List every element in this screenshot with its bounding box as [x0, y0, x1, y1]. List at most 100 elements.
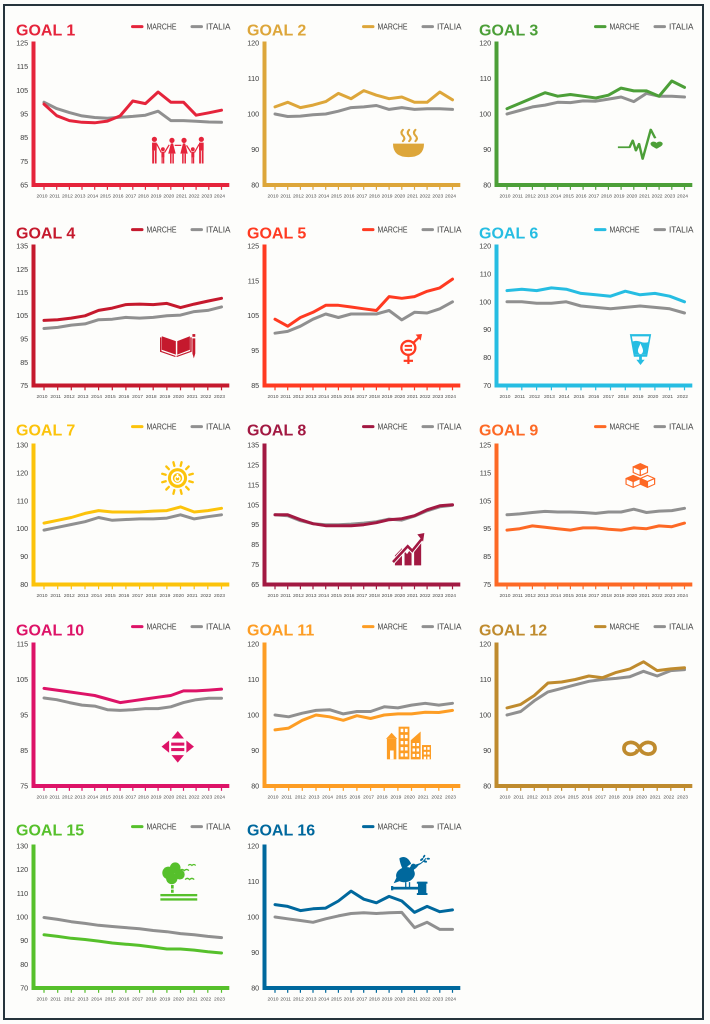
svg-text:85: 85	[483, 552, 491, 561]
svg-text:2015: 2015	[105, 997, 116, 1003]
svg-text:2024: 2024	[445, 394, 456, 400]
svg-text:2021: 2021	[187, 394, 198, 400]
svg-text:2014: 2014	[91, 394, 102, 400]
svg-text:2021: 2021	[407, 593, 418, 599]
svg-text:95: 95	[483, 524, 491, 533]
svg-text:2019: 2019	[151, 194, 162, 200]
svg-text:2012: 2012	[293, 394, 304, 400]
svg-text:2019: 2019	[633, 394, 644, 400]
svg-text:2015: 2015	[331, 593, 342, 599]
svg-text:2011: 2011	[513, 795, 524, 801]
svg-text:2017: 2017	[356, 593, 367, 599]
svg-text:2015: 2015	[105, 394, 116, 400]
svg-text:2022: 2022	[420, 997, 431, 1003]
svg-text:2018: 2018	[369, 593, 380, 599]
svg-text:2013: 2013	[306, 394, 317, 400]
svg-text:80: 80	[251, 181, 259, 190]
svg-text:2019: 2019	[159, 593, 170, 599]
svg-text:2023: 2023	[432, 194, 443, 200]
svg-text:2010: 2010	[37, 795, 48, 801]
svg-text:MARCHE: MARCHE	[610, 623, 640, 632]
svg-text:120: 120	[479, 242, 491, 251]
svg-text:2016: 2016	[113, 194, 124, 200]
svg-text:2011: 2011	[281, 795, 292, 801]
svg-text:70: 70	[20, 984, 28, 993]
svg-text:100: 100	[247, 913, 259, 922]
svg-text:2022: 2022	[652, 593, 663, 599]
svg-text:2010: 2010	[268, 997, 279, 1003]
svg-text:2016: 2016	[344, 997, 355, 1003]
svg-text:2022: 2022	[663, 795, 674, 801]
svg-text:2016: 2016	[118, 394, 129, 400]
svg-text:95: 95	[251, 520, 259, 529]
svg-text:2011: 2011	[280, 394, 291, 400]
svg-text:2022: 2022	[189, 795, 200, 801]
svg-text:2015: 2015	[336, 795, 347, 801]
svg-text:2022: 2022	[431, 795, 442, 801]
svg-text:2010: 2010	[500, 593, 511, 599]
svg-text:135: 135	[16, 242, 28, 251]
svg-text:2022: 2022	[677, 394, 688, 400]
svg-text:GOAL 8: GOAL 8	[247, 422, 306, 439]
svg-text:MARCHE: MARCHE	[378, 823, 408, 832]
svg-text:MARCHE: MARCHE	[378, 226, 408, 235]
svg-text:85: 85	[20, 133, 28, 142]
svg-text:2020: 2020	[647, 394, 658, 400]
svg-text:2014: 2014	[91, 997, 102, 1003]
svg-text:2020: 2020	[394, 394, 405, 400]
svg-text:2011: 2011	[280, 593, 291, 599]
svg-text:110: 110	[480, 675, 491, 684]
svg-text:2017: 2017	[363, 795, 374, 801]
svg-text:2010: 2010	[268, 394, 279, 400]
svg-text:2017: 2017	[588, 593, 599, 599]
svg-text:90: 90	[20, 552, 28, 561]
svg-text:2017: 2017	[356, 394, 367, 400]
svg-text:2016: 2016	[344, 593, 355, 599]
svg-text:100: 100	[479, 711, 491, 720]
svg-text:120: 120	[247, 39, 259, 48]
svg-text:110: 110	[248, 675, 259, 684]
svg-text:2020: 2020	[173, 997, 184, 1003]
svg-text:2013: 2013	[538, 194, 549, 200]
svg-text:ITALIA: ITALIA	[669, 623, 694, 632]
svg-text:2014: 2014	[322, 795, 333, 801]
svg-text:2022: 2022	[420, 593, 431, 599]
svg-text:2018: 2018	[138, 194, 149, 200]
svg-text:2014: 2014	[550, 593, 561, 599]
svg-text:130: 130	[16, 842, 28, 851]
svg-text:90: 90	[251, 145, 259, 154]
svg-text:110: 110	[248, 877, 259, 886]
svg-text:90: 90	[483, 145, 491, 154]
svg-text:2018: 2018	[369, 394, 380, 400]
svg-text:95: 95	[20, 110, 28, 119]
svg-text:2018: 2018	[369, 997, 380, 1003]
svg-text:2017: 2017	[125, 194, 136, 200]
svg-text:2017: 2017	[356, 194, 367, 200]
svg-text:2014: 2014	[318, 593, 329, 599]
svg-text:2013: 2013	[75, 194, 86, 200]
svg-text:GOAL 16: GOAL 16	[247, 822, 315, 839]
svg-text:2016: 2016	[576, 194, 587, 200]
svg-text:65: 65	[251, 580, 259, 589]
svg-text:2019: 2019	[382, 194, 393, 200]
svg-text:2021: 2021	[639, 194, 650, 200]
svg-text:2017: 2017	[132, 593, 143, 599]
svg-text:120: 120	[16, 865, 28, 874]
svg-text:2023: 2023	[664, 593, 675, 599]
svg-text:80: 80	[251, 782, 259, 791]
svg-text:2019: 2019	[382, 593, 393, 599]
svg-text:2021: 2021	[187, 593, 198, 599]
svg-text:2022: 2022	[200, 394, 211, 400]
svg-text:MARCHE: MARCHE	[378, 623, 408, 632]
svg-text:2021: 2021	[650, 795, 661, 801]
svg-text:135: 135	[247, 441, 259, 450]
svg-text:2010: 2010	[500, 194, 511, 200]
svg-text:2019: 2019	[159, 997, 170, 1003]
svg-text:110: 110	[17, 496, 28, 505]
svg-text:2016: 2016	[576, 593, 587, 599]
svg-text:GOAL 15: GOAL 15	[16, 822, 84, 839]
svg-text:2024: 2024	[214, 795, 225, 801]
svg-text:MARCHE: MARCHE	[147, 226, 177, 235]
svg-text:2012: 2012	[62, 795, 73, 801]
svg-text:2011: 2011	[280, 997, 291, 1003]
